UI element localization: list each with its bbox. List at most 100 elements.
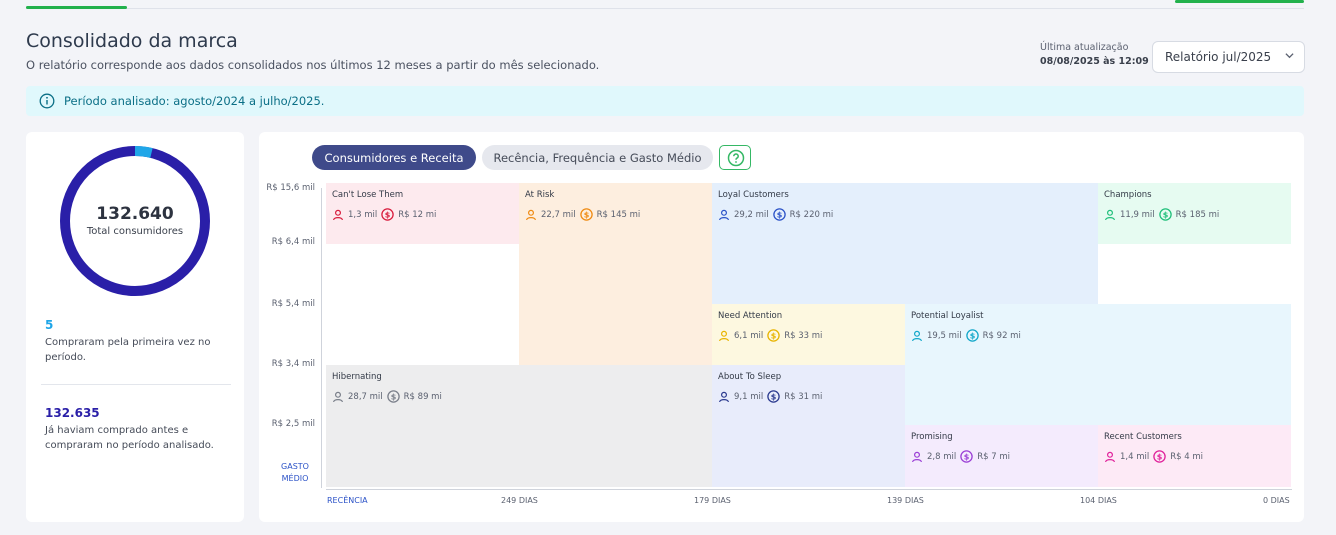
total-consumers-value: 132.640 [96,204,174,224]
help-button[interactable] [719,145,751,170]
segment-can-t-lose-them[interactable]: Can't Lose Them 1,3 mil $ R$ 12 mi [326,183,519,244]
x-axis-name: RECÊNCIA [327,496,368,505]
user-icon [719,391,729,402]
segment-name: About To Sleep [718,372,782,382]
page-title: Consolidado da marca [26,30,238,52]
dollar-coin-icon: $ [965,329,979,342]
nav-divider [26,8,1304,9]
segment-values: 1,3 mil $ R$ 12 mi [332,208,436,221]
x-tick-label: 104 DIAS [1080,496,1117,505]
period-alert: Período analisado: agosto/2024 a julho/2… [26,86,1304,116]
segment-promising[interactable]: Promising 2,8 mil $ R$ 7 mi [905,425,1098,487]
svg-text:$: $ [1157,452,1163,461]
y-tick-label: R$ 15,6 mil [266,183,315,193]
y-axis-line [321,188,322,488]
svg-text:$: $ [1162,210,1168,219]
svg-text:$: $ [390,392,396,401]
user-icon [719,209,729,220]
svg-text:$: $ [964,452,970,461]
info-icon [39,93,55,109]
segment-revenue: R$ 33 mi [784,330,823,341]
segment-values: 19,5 mil $ R$ 92 mi [911,329,1021,342]
y-tick-label: R$ 3,4 mil [271,359,315,369]
returning-consumers-stat: 132.635 Já haviam comprado antes e compr… [45,406,225,453]
user-icon [1105,209,1115,220]
user-icon [526,209,536,220]
x-tick-label: 179 DIAS [694,496,731,505]
user-icon [333,391,343,402]
y-tick-label: R$ 2,5 mil [271,419,315,429]
y-tick-label: R$ 5,4 mil [271,299,315,309]
new-consumers-count: 5 [45,318,54,332]
segment-need-attention[interactable]: Need Attention 6,1 mil $ R$ 33 mi [712,304,905,365]
segment-consumers: 29,2 mil [734,209,769,220]
y-axis-name: GASTO MÉDIO [281,462,309,483]
segment-values: 2,8 mil $ R$ 7 mi [911,450,1010,463]
page-subtitle: O relatório corresponde aos dados consol… [26,58,600,72]
segment-revenue: R$ 12 mi [398,209,437,220]
svg-text:$: $ [583,210,589,219]
x-tick-label: 249 DIAS [501,496,538,505]
x-axis-line [326,489,1292,490]
svg-text:$: $ [385,210,391,219]
segment-name: Promising [911,432,953,442]
segment-consumers: 1,3 mil [348,209,378,220]
segment-at-risk[interactable]: At Risk 22,7 mil $ R$ 145 mi [519,183,712,365]
question-icon [727,149,745,167]
svg-text:$: $ [771,392,777,401]
active-tab-indicator [26,6,127,9]
top-nav-bar [0,0,1336,10]
segment-consumers: 2,8 mil [927,451,957,462]
segment-revenue: R$ 7 mi [977,451,1011,462]
x-tick-label: 0 DIAS [1263,496,1290,505]
returning-consumers-count: 132.635 [45,406,100,420]
report-month-select[interactable]: Relatório jul/2025 [1152,41,1305,73]
y-tick-label: R$ 6,4 mil [271,237,315,247]
segment-name: Hibernating [332,372,382,382]
segment-values: 9,1 mil $ R$ 31 mi [718,390,822,403]
user-icon [912,451,922,462]
user-icon [912,330,922,341]
chevron-down-icon [1285,53,1294,59]
last-update-value: 08/08/2025 às 12:09 [1040,56,1149,67]
svg-text:$: $ [771,331,777,340]
segment-name: At Risk [525,190,555,200]
segment-consumers: 28,7 mil [348,391,383,402]
dollar-coin-icon: $ [381,208,394,221]
segment-revenue: R$ 220 mi [789,209,834,220]
segment-champions[interactable]: Champions 11,9 mil $ R$ 185 mi [1098,183,1291,244]
segment-values: 29,2 mil $ R$ 220 mi [718,208,833,221]
tab-recency-frequency[interactable]: Recência, Frequência e Gasto Médio [482,145,713,170]
right-tab-indicator [1175,0,1304,3]
segment-consumers: 1,4 mil [1120,451,1150,462]
segment-revenue: R$ 4 mi [1170,451,1204,462]
segment-loyal-customers[interactable]: Loyal Customers 29,2 mil $ R$ 220 mi [712,183,1098,304]
svg-text:$: $ [776,210,782,219]
segment-hibernating[interactable]: Hibernating 28,7 mil $ R$ 89 mi [326,365,712,487]
segment-name: Need Attention [718,311,783,321]
segment-revenue: R$ 185 mi [1175,209,1220,220]
user-icon [719,330,729,341]
segment-name: Recent Customers [1104,432,1182,442]
segment-values: 11,9 mil $ R$ 185 mi [1104,208,1219,221]
segment-consumers: 9,1 mil [734,391,764,402]
segment-consumers: 6,1 mil [734,330,764,341]
segment-name: Champions [1104,190,1152,200]
user-icon [1105,451,1115,462]
dollar-coin-icon: $ [1153,450,1166,463]
segment-values: 22,7 mil $ R$ 145 mi [525,208,640,221]
report-month-value: Relatório jul/2025 [1165,50,1272,64]
segment-name: Can't Lose Them [332,190,404,200]
returning-consumers-desc: Já haviam comprado antes e compraram no … [45,425,214,451]
segment-about-to-sleep[interactable]: About To Sleep 9,1 mil $ R$ 31 mi [712,365,905,487]
segment-recent-customers[interactable]: Recent Customers 1,4 mil $ R$ 4 mi [1098,425,1291,487]
x-tick-label: 139 DIAS [887,496,924,505]
donut-ring-first-time [60,146,210,296]
dollar-coin-icon: $ [579,208,593,221]
tab-consumers-revenue[interactable]: Consumidores e Receita [312,145,476,170]
dollar-coin-icon: $ [767,390,780,403]
period-alert-text: Período analisado: agosto/2024 a julho/2… [64,94,325,108]
rfm-matrix-card: Consumidores e Receita Recência, Frequên… [259,132,1304,522]
new-consumers-desc: Compraram pela primeira vez no período. [45,337,211,363]
segment-potential-loyalist[interactable]: Potential Loyalist 19,5 mil $ R$ 92 mi [905,304,1291,425]
